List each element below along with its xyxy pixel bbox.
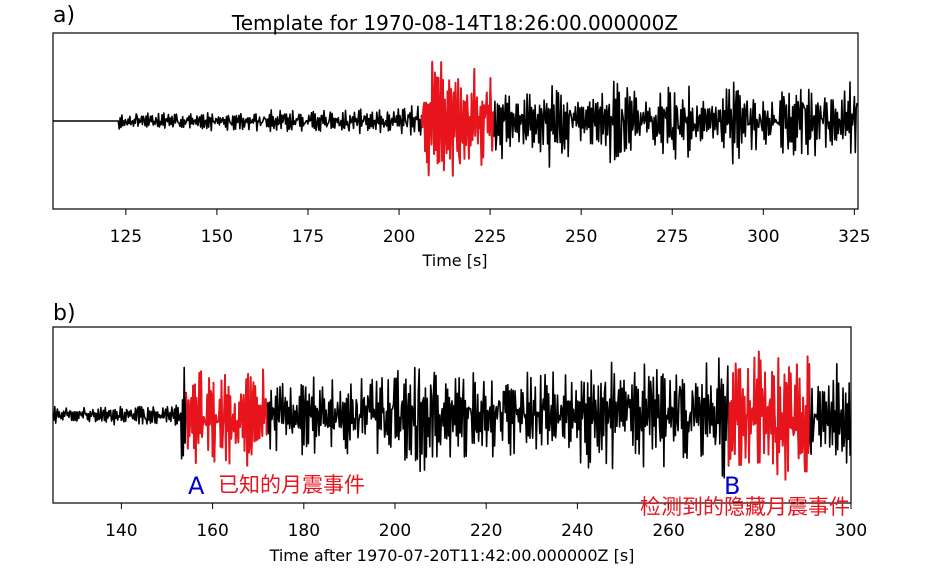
series-detection-A <box>185 368 268 467</box>
series-template-window <box>420 60 495 177</box>
panel-a-title: Template for 1970-08-14T18:26:00.000000Z <box>231 11 678 35</box>
x-tick-label: 300 <box>835 521 867 541</box>
panel-a-label: a) <box>53 3 75 28</box>
x-tick-label: 175 <box>292 227 324 247</box>
x-tick-label: 150 <box>201 227 233 247</box>
panel-b: b) 140 160 180 200 220 240 260 280 300 Time afte… <box>52 301 867 565</box>
annotation-b-letter: B <box>724 472 740 500</box>
annotation-a-letter: A <box>188 472 205 500</box>
x-tick-label: 300 <box>747 227 779 247</box>
x-tick-label: 200 <box>383 227 415 247</box>
x-tick-label: 180 <box>288 521 320 541</box>
panel-b-label: b) <box>53 301 76 326</box>
panel-b-traces <box>52 350 851 481</box>
x-tick-label: 225 <box>474 227 506 247</box>
panel-b-x-axis-label: Time after 1970-07-20T11:42:00.000000Z [… <box>269 546 635 565</box>
series-detection-B <box>727 350 811 481</box>
x-tick-label: 140 <box>105 521 137 541</box>
annotation-b-text: 检测到的隐藏月震事件 <box>640 495 850 519</box>
annotation-a-text: 已知的月震事件 <box>218 473 365 497</box>
x-tick-label: 240 <box>561 521 593 541</box>
panel-a-x-ticks: 125 150 175 200 225 250 275 300 325 <box>110 209 871 247</box>
x-tick-label: 250 <box>565 227 597 247</box>
panel-a: a) Template for 1970-08-14T18:26:00.0000… <box>52 3 871 270</box>
x-tick-label: 260 <box>652 521 684 541</box>
panel-b-x-ticks: 140 160 180 200 220 240 260 280 300 <box>105 503 867 541</box>
panel-a-x-axis-label: Time [s] <box>421 251 487 270</box>
x-tick-label: 125 <box>110 227 142 247</box>
x-tick-label: 160 <box>196 521 228 541</box>
panel-a-traces <box>53 60 858 177</box>
panel-a-frame <box>52 32 859 210</box>
x-tick-label: 200 <box>379 521 411 541</box>
x-tick-label: 220 <box>470 521 502 541</box>
x-tick-label: 325 <box>838 227 870 247</box>
x-tick-label: 280 <box>744 521 776 541</box>
panel-b-frame <box>52 326 852 504</box>
x-tick-label: 275 <box>656 227 688 247</box>
